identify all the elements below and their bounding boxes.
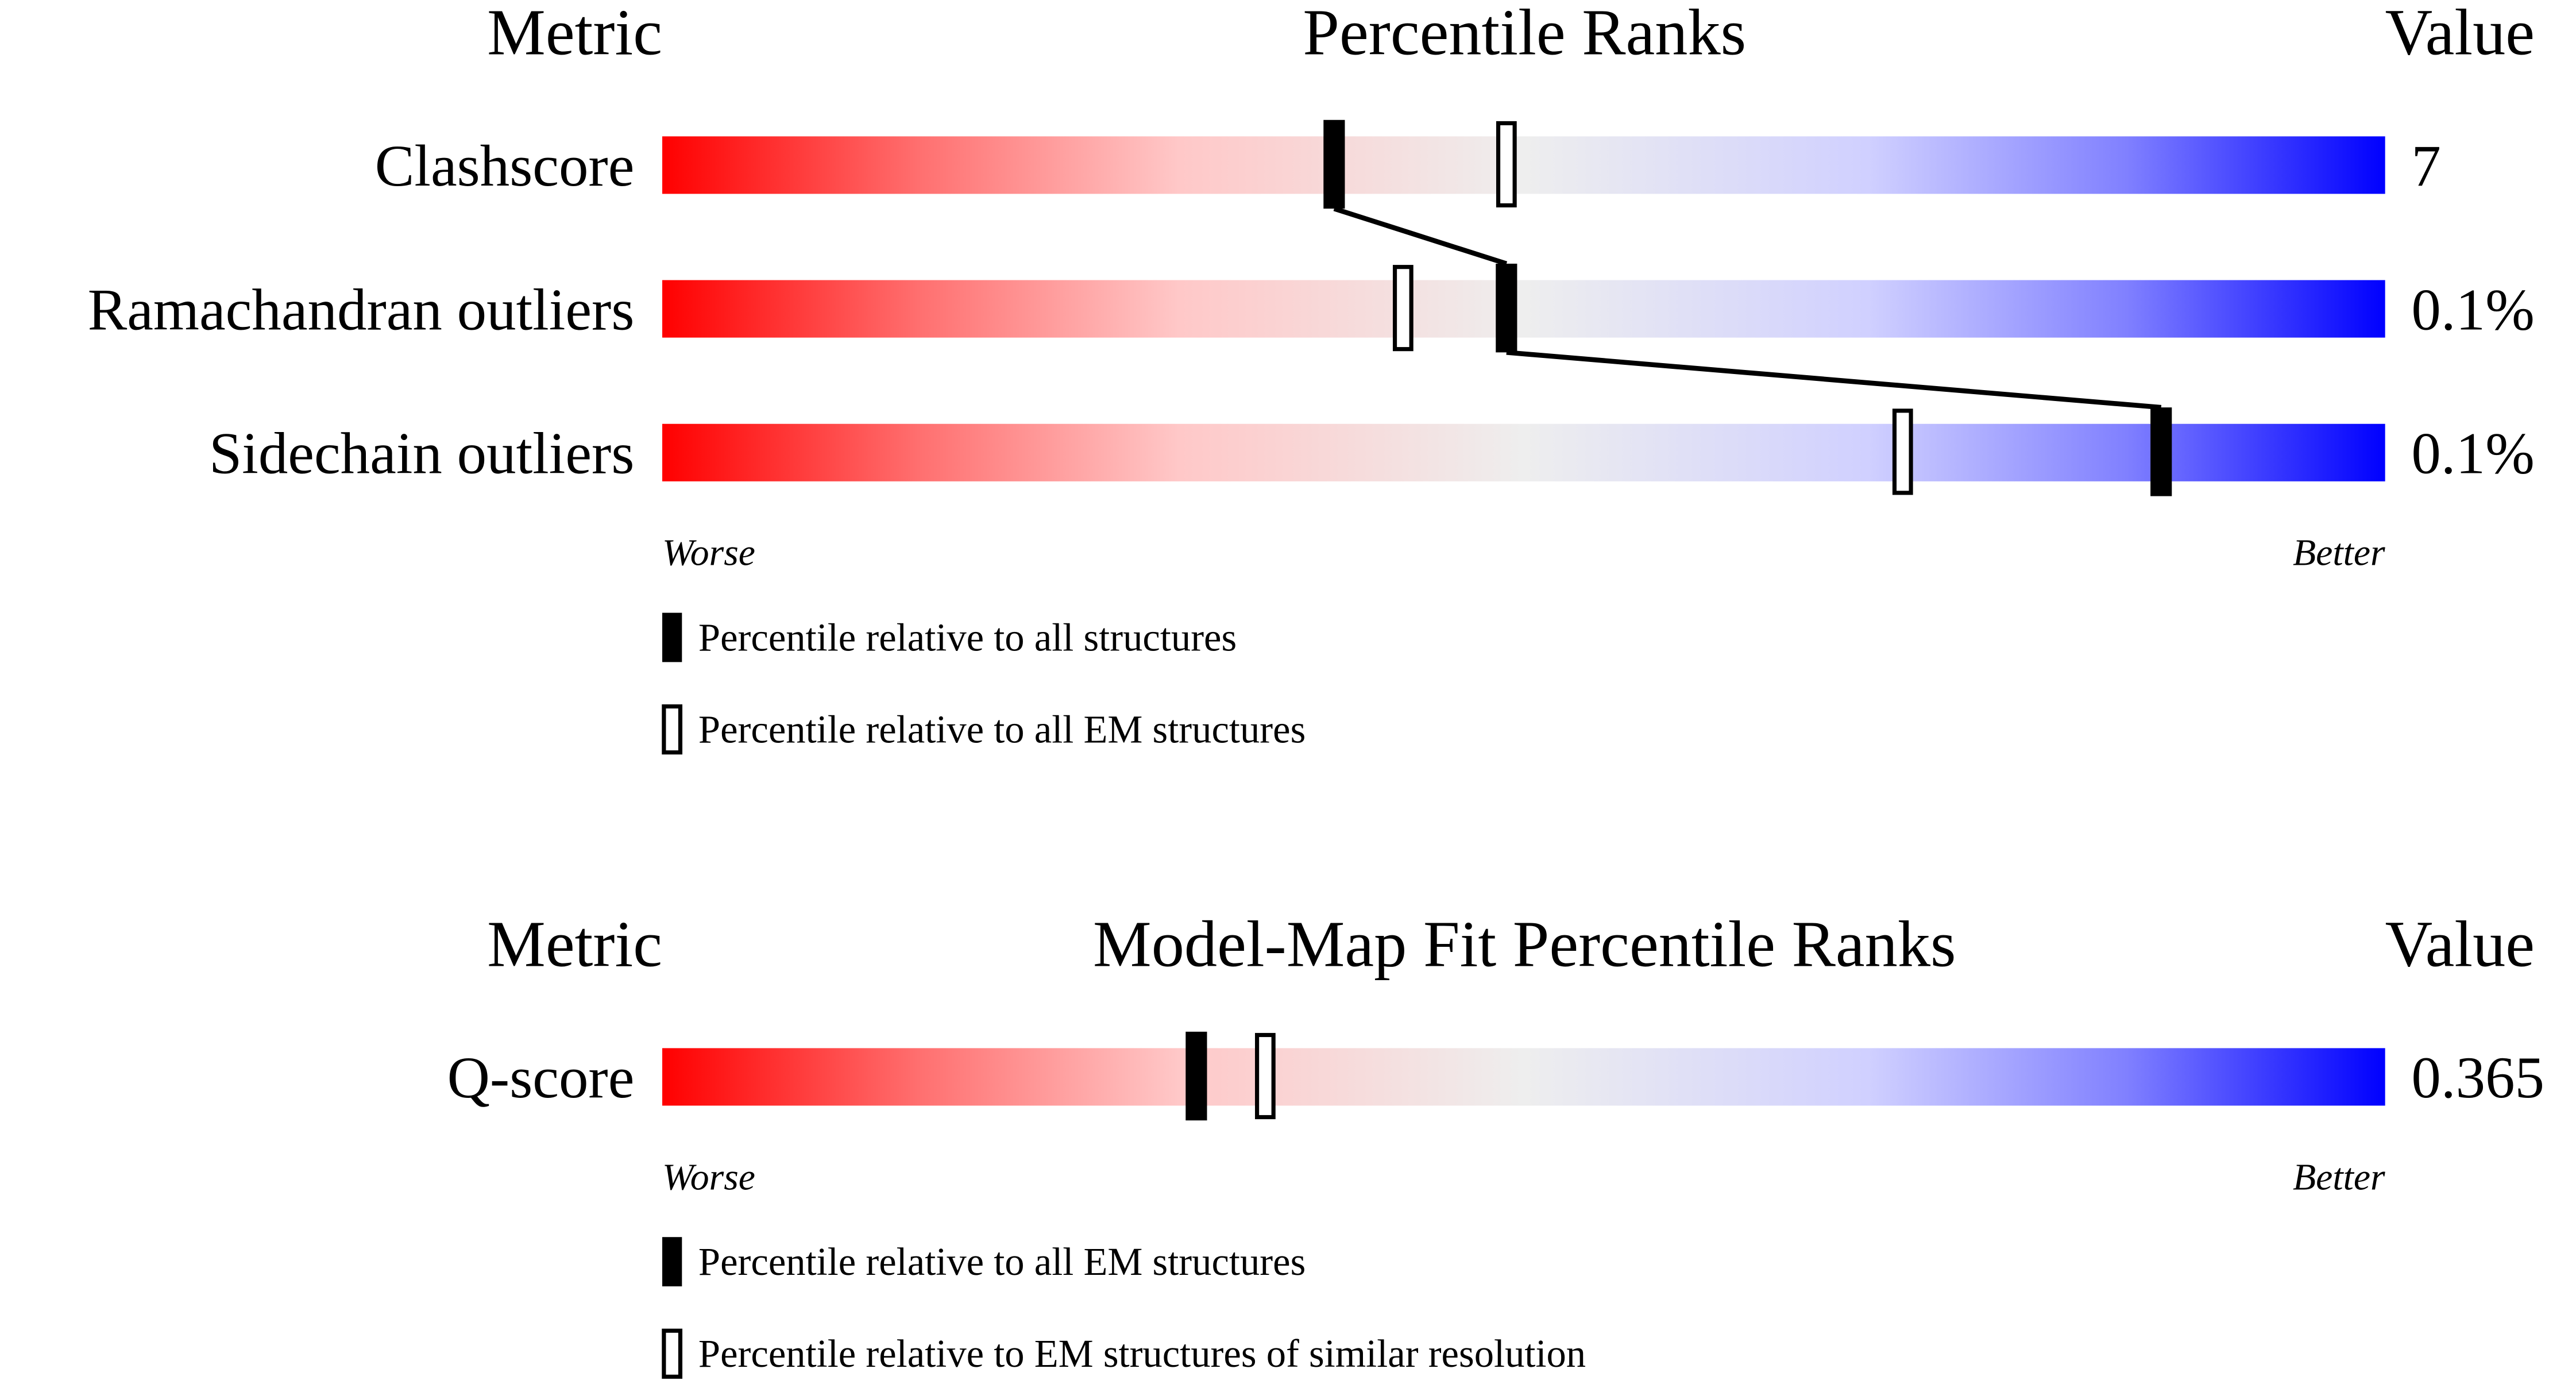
marker-filled (2150, 407, 2172, 496)
legend-hollow-icon (662, 1328, 683, 1379)
worse-label: Worse (662, 532, 755, 574)
metric-value: 0.1% (2411, 421, 2534, 487)
marker-filled (1323, 120, 1345, 209)
better-label: Better (2293, 1156, 2385, 1198)
marker-filled (1496, 263, 1517, 353)
metric-label: Ramachandran outliers (88, 277, 635, 342)
header-value: Value (2385, 907, 2535, 980)
percentile-bar (662, 136, 2385, 194)
metric-value: 0.365 (2411, 1045, 2544, 1111)
percentile-bar (662, 423, 2385, 481)
connector-line (1333, 206, 2162, 410)
marker-hollow (1392, 265, 1413, 352)
legend-filled-text: Percentile relative to all EM structures (698, 1240, 1306, 1283)
worse-label: Worse (662, 1156, 755, 1198)
metric-label: Q-score (447, 1045, 635, 1111)
legend-hollow-icon (662, 704, 683, 755)
metric-value: 7 (2411, 133, 2440, 199)
header-metric: Metric (487, 0, 662, 68)
legend-filled-text: Percentile relative to all structures (698, 615, 1237, 659)
header-metric: Metric (487, 907, 662, 980)
marker-hollow (1892, 408, 1913, 495)
metric-label: Sidechain outliers (209, 421, 634, 487)
legend-hollow-text: Percentile relative to EM structures of … (698, 1332, 1586, 1375)
percentile-bar (662, 280, 2385, 338)
legend-filled-icon (662, 1237, 682, 1287)
legend-hollow-text: Percentile relative to all EM structures (698, 708, 1306, 751)
percentile-bar (662, 1048, 2385, 1106)
metric-label: Clashscore (375, 133, 635, 199)
metric-value: 0.1% (2411, 277, 2534, 342)
header-value: Value (2385, 0, 2535, 68)
marker-filled (1185, 1031, 1207, 1121)
better-label: Better (2293, 532, 2385, 574)
legend-filled-icon (662, 612, 682, 662)
marker-hollow (1255, 1032, 1276, 1120)
header-title: Model-Map Fit Percentile Ranks (1093, 907, 1956, 980)
marker-hollow (1496, 121, 1517, 208)
header-title: Percentile Ranks (1303, 0, 1746, 68)
